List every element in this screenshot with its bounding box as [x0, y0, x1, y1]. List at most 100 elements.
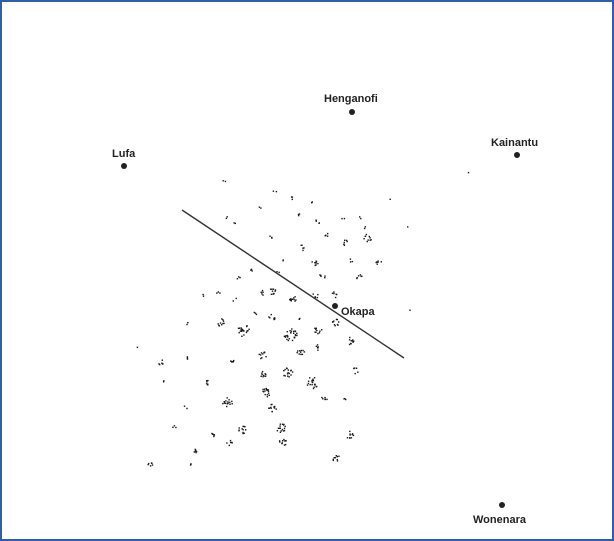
village-cluster	[332, 291, 338, 298]
village-dot	[291, 331, 292, 332]
village-dot	[262, 376, 263, 377]
village-dot	[312, 379, 313, 380]
village-dot	[317, 297, 318, 298]
village-dot	[299, 350, 300, 351]
village-dot	[307, 384, 308, 385]
village-cluster	[312, 261, 319, 267]
village-dot	[262, 371, 263, 372]
village-dot	[270, 289, 271, 290]
village-dot	[327, 233, 328, 234]
village-cluster	[341, 218, 345, 219]
village-dot	[363, 238, 364, 239]
village-cluster	[353, 367, 358, 374]
village-dot	[288, 340, 289, 341]
village-dot	[175, 427, 176, 428]
village-dot	[222, 403, 223, 404]
village-dot	[187, 356, 188, 357]
village-cluster	[279, 439, 287, 446]
village-dot	[275, 289, 276, 290]
village-dot	[333, 320, 334, 321]
village-cluster	[233, 298, 237, 302]
village-dot	[280, 432, 281, 433]
village-dot	[268, 408, 269, 409]
place-kainantu: Kainantu	[491, 137, 538, 158]
village-dot	[370, 240, 371, 241]
village-dot	[265, 394, 266, 395]
village-dot	[264, 352, 265, 353]
village-dot	[300, 354, 301, 355]
village-dot	[312, 261, 313, 262]
village-dot	[240, 330, 241, 331]
village-dot	[369, 237, 370, 238]
village-dot	[227, 403, 228, 404]
village-dot	[350, 258, 351, 259]
village-dot	[351, 340, 352, 341]
village-dot	[282, 429, 283, 430]
village-dot	[290, 374, 291, 375]
village-dot	[409, 310, 410, 311]
village-dot	[324, 275, 325, 276]
village-dot	[302, 248, 303, 249]
village-dot	[261, 376, 262, 377]
village-dot	[233, 222, 234, 223]
village-dot	[186, 324, 187, 325]
village-dot	[195, 452, 196, 453]
village-dot	[259, 354, 260, 355]
town-label: Lufa	[112, 148, 136, 160]
village-dot	[357, 372, 358, 373]
village-dot	[211, 433, 212, 434]
village-dot	[315, 220, 316, 221]
village-dot	[172, 427, 173, 428]
village-cluster	[262, 388, 270, 398]
village-cluster	[222, 397, 233, 407]
village-dot	[214, 434, 215, 435]
village-dot	[269, 236, 270, 237]
village-dot	[353, 435, 354, 436]
village-cluster	[298, 213, 300, 216]
village-dot	[259, 207, 260, 208]
village-dot	[283, 424, 284, 425]
village-dot	[315, 296, 316, 297]
village-dot	[276, 408, 277, 409]
village-dot	[341, 218, 342, 219]
village-dot	[282, 260, 283, 261]
village-dot	[338, 456, 339, 457]
village-dot	[263, 391, 264, 392]
village-dot	[282, 440, 283, 441]
village-dot	[356, 368, 357, 369]
village-dot	[227, 397, 228, 398]
village-cluster	[268, 404, 277, 413]
village-dot	[314, 328, 315, 329]
village-dot	[220, 322, 221, 323]
village-dot	[321, 397, 322, 398]
village-dot	[347, 241, 348, 242]
village-dot	[360, 274, 361, 275]
village-dot	[236, 298, 237, 299]
village-dot	[344, 240, 345, 241]
village-cluster	[237, 276, 241, 279]
place-wonenara: Wonenara	[473, 502, 527, 526]
village-dot	[241, 428, 242, 429]
village-dot	[270, 407, 271, 408]
village-dot	[262, 389, 263, 390]
village-dot	[294, 337, 295, 338]
village-dot	[350, 343, 351, 344]
village-cluster	[314, 328, 322, 335]
village-dot	[352, 339, 353, 340]
village-cluster	[349, 337, 355, 345]
village-dot	[366, 234, 367, 235]
village-cluster	[206, 380, 209, 386]
village-dot	[223, 321, 224, 322]
village-dot	[284, 369, 285, 370]
village-dot	[283, 370, 284, 371]
village-dot	[335, 297, 336, 298]
village-cluster	[211, 433, 215, 437]
village-dot	[344, 242, 345, 243]
town-label: Kainantu	[491, 137, 538, 149]
village-dot	[289, 338, 290, 339]
village-dot	[226, 442, 227, 443]
village-dot	[158, 363, 159, 364]
village-dot	[268, 391, 269, 392]
village-cluster	[223, 180, 227, 182]
